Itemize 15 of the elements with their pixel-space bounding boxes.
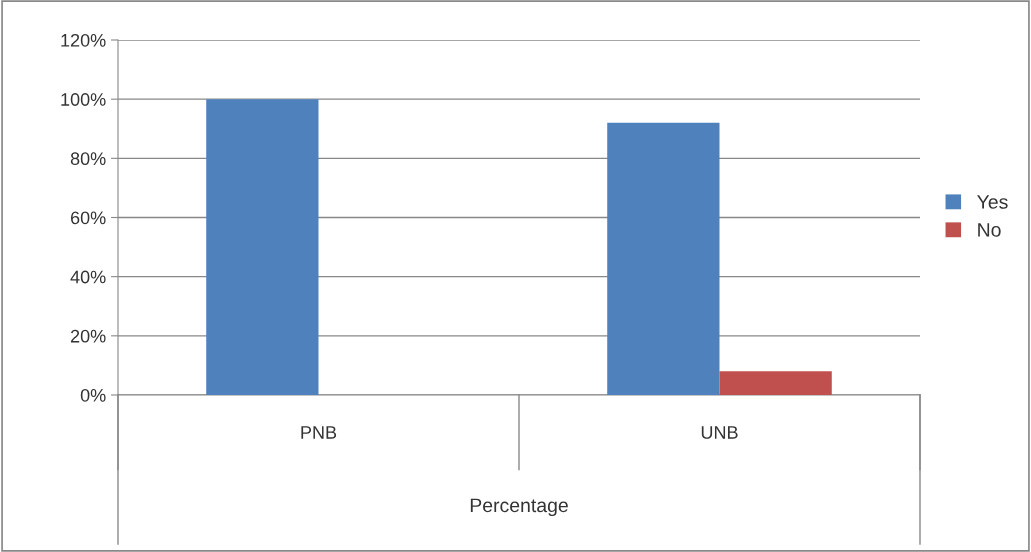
- legend-label: Yes: [977, 195, 1008, 209]
- y-tick-label: 100%: [61, 93, 106, 106]
- x-tick-label: PNB: [301, 426, 337, 439]
- x-tick-label: UNB: [701, 426, 738, 439]
- bar: [206, 99, 319, 395]
- y-tick-label: 80%: [70, 152, 106, 166]
- bar: [719, 371, 832, 395]
- legend-label: No: [978, 223, 1001, 237]
- y-tick-label: 120%: [61, 33, 106, 47]
- y-tick-label: 0%: [80, 388, 106, 402]
- x-axis-title: Percentage: [470, 498, 568, 517]
- y-tick-label: 20%: [70, 329, 106, 343]
- y-tick-label: 60%: [70, 211, 106, 225]
- bar: [607, 122, 720, 395]
- y-tick-label: 40%: [70, 270, 106, 284]
